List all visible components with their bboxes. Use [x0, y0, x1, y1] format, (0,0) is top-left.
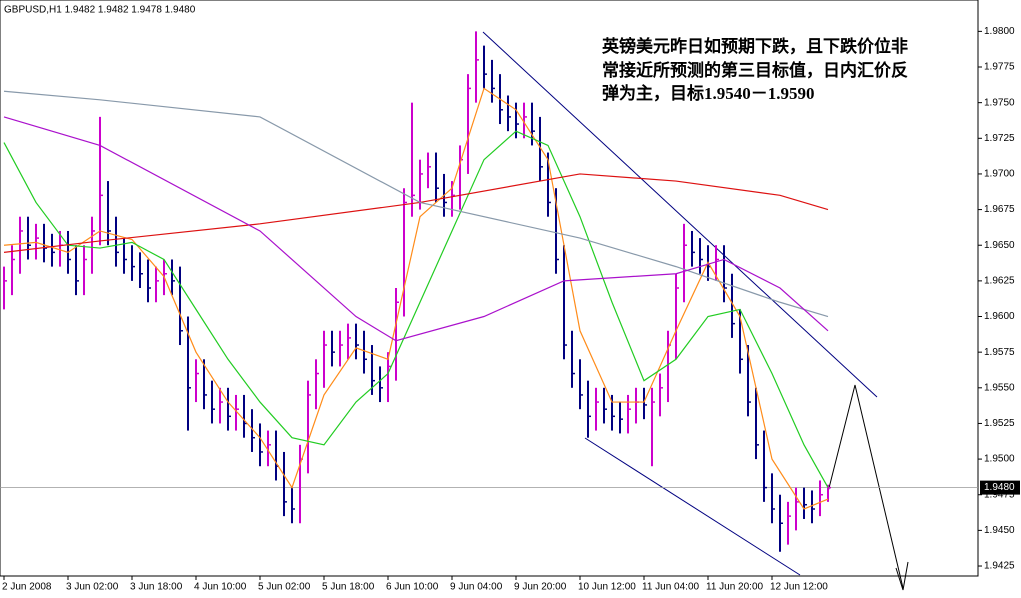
y-tick-label: 1.9625 [984, 276, 1015, 287]
x-tick-label: 9 Jun 20:00 [514, 582, 567, 593]
annotation: 常接近所预测的第三目标值，日内汇价反 [602, 60, 908, 80]
x-tick-label: 10 Jun 12:00 [578, 582, 636, 593]
y-tick-label: 1.9800 [984, 26, 1015, 37]
x-tick-label: 2 Jun 2008 [2, 582, 52, 593]
x-tick-label: 5 Jun 02:00 [258, 582, 311, 593]
y-tick-label: 1.9750 [984, 97, 1015, 108]
x-tick-label: 9 Jun 04:00 [450, 582, 503, 593]
y-tick-label: 1.9675 [984, 204, 1015, 215]
price-label: 1.9480 [984, 482, 1015, 493]
forecast-arrow [827, 384, 904, 589]
y-tick-label: 1.9500 [984, 454, 1015, 465]
y-tick-label: 1.9700 [984, 169, 1015, 180]
moving-average [3, 130, 829, 488]
x-tick-label: 11 Jun 04:00 [642, 582, 700, 593]
moving-average [3, 116, 829, 342]
chart-title: GBPUSD,H1 1.9482 1.9482 1.9478 1.9480 [4, 5, 196, 16]
x-tick-label: 3 Jun 18:00 [130, 582, 183, 593]
y-tick-label: 1.9550 [984, 382, 1015, 393]
y-tick-label: 1.9775 [984, 62, 1015, 73]
y-tick-label: 1.9600 [984, 311, 1015, 322]
trend-line [584, 437, 801, 576]
x-tick-label: 12 Jun 12:00 [770, 582, 828, 593]
price-label-box [980, 480, 1020, 495]
x-tick-label: 6 Jun 10:00 [386, 582, 439, 593]
y-tick-label: 1.9450 [984, 525, 1015, 536]
annotation: 英镑美元昨日如预期下跌，且下跌价位非 [602, 36, 908, 56]
y-tick-label: 1.9575 [984, 347, 1015, 358]
y-tick-label: 1.9525 [984, 418, 1015, 429]
y-tick-label: 1.9650 [984, 240, 1015, 251]
arrow-head [895, 561, 909, 591]
moving-average [3, 90, 829, 318]
moving-average [3, 173, 829, 253]
x-tick-label: 4 Jun 10:00 [194, 582, 247, 593]
y-tick-label: 1.9725 [984, 133, 1015, 144]
x-tick-label: 3 Jun 02:00 [66, 582, 119, 593]
x-tick-label: 5 Jun 18:00 [322, 582, 375, 593]
y-tick-label: 1.9425 [984, 561, 1015, 572]
annotation: 弹为主，目标1.9540－1.9590 [602, 83, 815, 103]
plot-frame [0, 0, 979, 577]
moving-average [3, 87, 829, 510]
x-tick-label: 11 Jun 20:00 [706, 582, 764, 593]
trend-line [482, 31, 878, 398]
y-tick-label: 1.9475 [984, 489, 1015, 500]
